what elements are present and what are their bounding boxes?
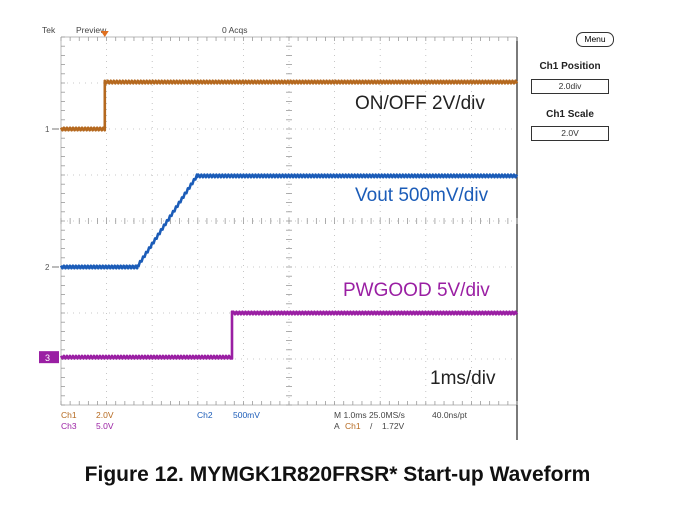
ch1-position-value[interactable]: 2.0div bbox=[531, 79, 609, 94]
ch3-marker-box bbox=[39, 351, 59, 364]
ch1-marker: 1 bbox=[45, 125, 50, 134]
record-length: 40.0ns/pt bbox=[432, 410, 467, 420]
ch2-scale: 500mV bbox=[233, 410, 260, 420]
scope-screen: 1 2 3 bbox=[39, 31, 519, 440]
mode-label: Preview bbox=[76, 25, 107, 35]
annotation-pwgood: PWGOOD 5V/div bbox=[343, 280, 490, 301]
ch1-scale-value[interactable]: 2.0V bbox=[531, 126, 609, 141]
trace-pwgood bbox=[59, 310, 519, 360]
trigger-prefix: A bbox=[334, 421, 340, 431]
ch3-scale: 5.0V bbox=[96, 421, 114, 431]
trace-vout bbox=[59, 173, 519, 270]
ch1-label: Ch1 bbox=[61, 410, 77, 420]
timebase: M 1.0ms 25.0MS/s bbox=[334, 410, 405, 420]
ch3-label: Ch3 bbox=[61, 421, 77, 431]
trigger-slope: / bbox=[370, 421, 373, 431]
brand-label: Tek bbox=[42, 25, 56, 35]
menu-button[interactable]: Menu bbox=[576, 32, 614, 47]
trace-onoff bbox=[59, 79, 519, 132]
trigger-level: 1.72V bbox=[382, 421, 405, 431]
ch2-label: Ch2 bbox=[197, 410, 213, 420]
annotation-vout: Vout 500mV/div bbox=[355, 185, 489, 206]
ch3-marker: 3 bbox=[45, 353, 50, 363]
ch1-scale-title: Ch1 Scale bbox=[546, 109, 594, 120]
annotation-onoff: ON/OFF 2V/div bbox=[355, 93, 485, 114]
figure-caption: Figure 12. MYMGK1R820FRSR* Start-up Wave… bbox=[84, 463, 591, 486]
ch2-marker: 2 bbox=[45, 263, 50, 272]
trigger-source: Ch1 bbox=[345, 421, 361, 431]
annotation-timebase: 1ms/div bbox=[430, 368, 496, 389]
trigger-position-icon bbox=[100, 31, 109, 37]
ch1-position-title: Ch1 Position bbox=[539, 61, 601, 72]
ch1-scale: 2.0V bbox=[96, 410, 114, 420]
acqs-label: 0 Acqs bbox=[222, 25, 248, 35]
